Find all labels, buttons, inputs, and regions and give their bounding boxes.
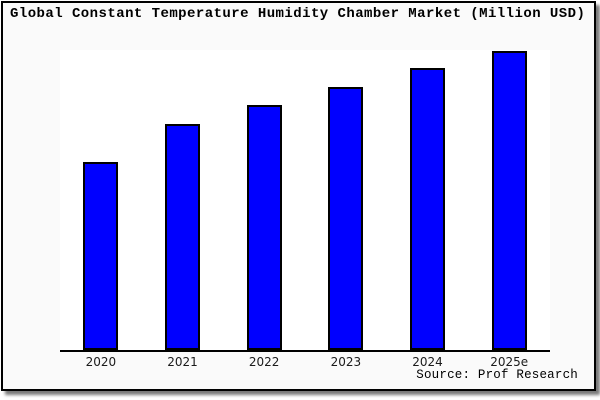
x-tick-labels: 2020 2021 2022 2023 2024 2025e (60, 355, 550, 369)
source-text: Source: Prof Research (416, 368, 578, 382)
bar-2025e (491, 51, 527, 350)
x-tick-label-2025e: 2025e (490, 355, 529, 369)
bar-2024 (409, 68, 445, 350)
x-tick-label-2020: 2020 (85, 355, 117, 369)
bar-2022 (246, 105, 282, 350)
x-tick-label-2022: 2022 (248, 355, 280, 369)
bar-2023 (328, 87, 364, 350)
bar-2020 (83, 162, 119, 350)
bars-group (60, 50, 550, 350)
x-tick-label-2023: 2023 (330, 355, 362, 369)
x-tick-label-2024: 2024 (412, 355, 443, 369)
x-tick-label-2021: 2021 (167, 355, 198, 369)
plot-area (60, 50, 550, 352)
chart-title: Global Constant Temperature Humidity Cha… (10, 6, 586, 22)
bar-2021 (164, 124, 200, 350)
x-axis-line (60, 350, 550, 352)
